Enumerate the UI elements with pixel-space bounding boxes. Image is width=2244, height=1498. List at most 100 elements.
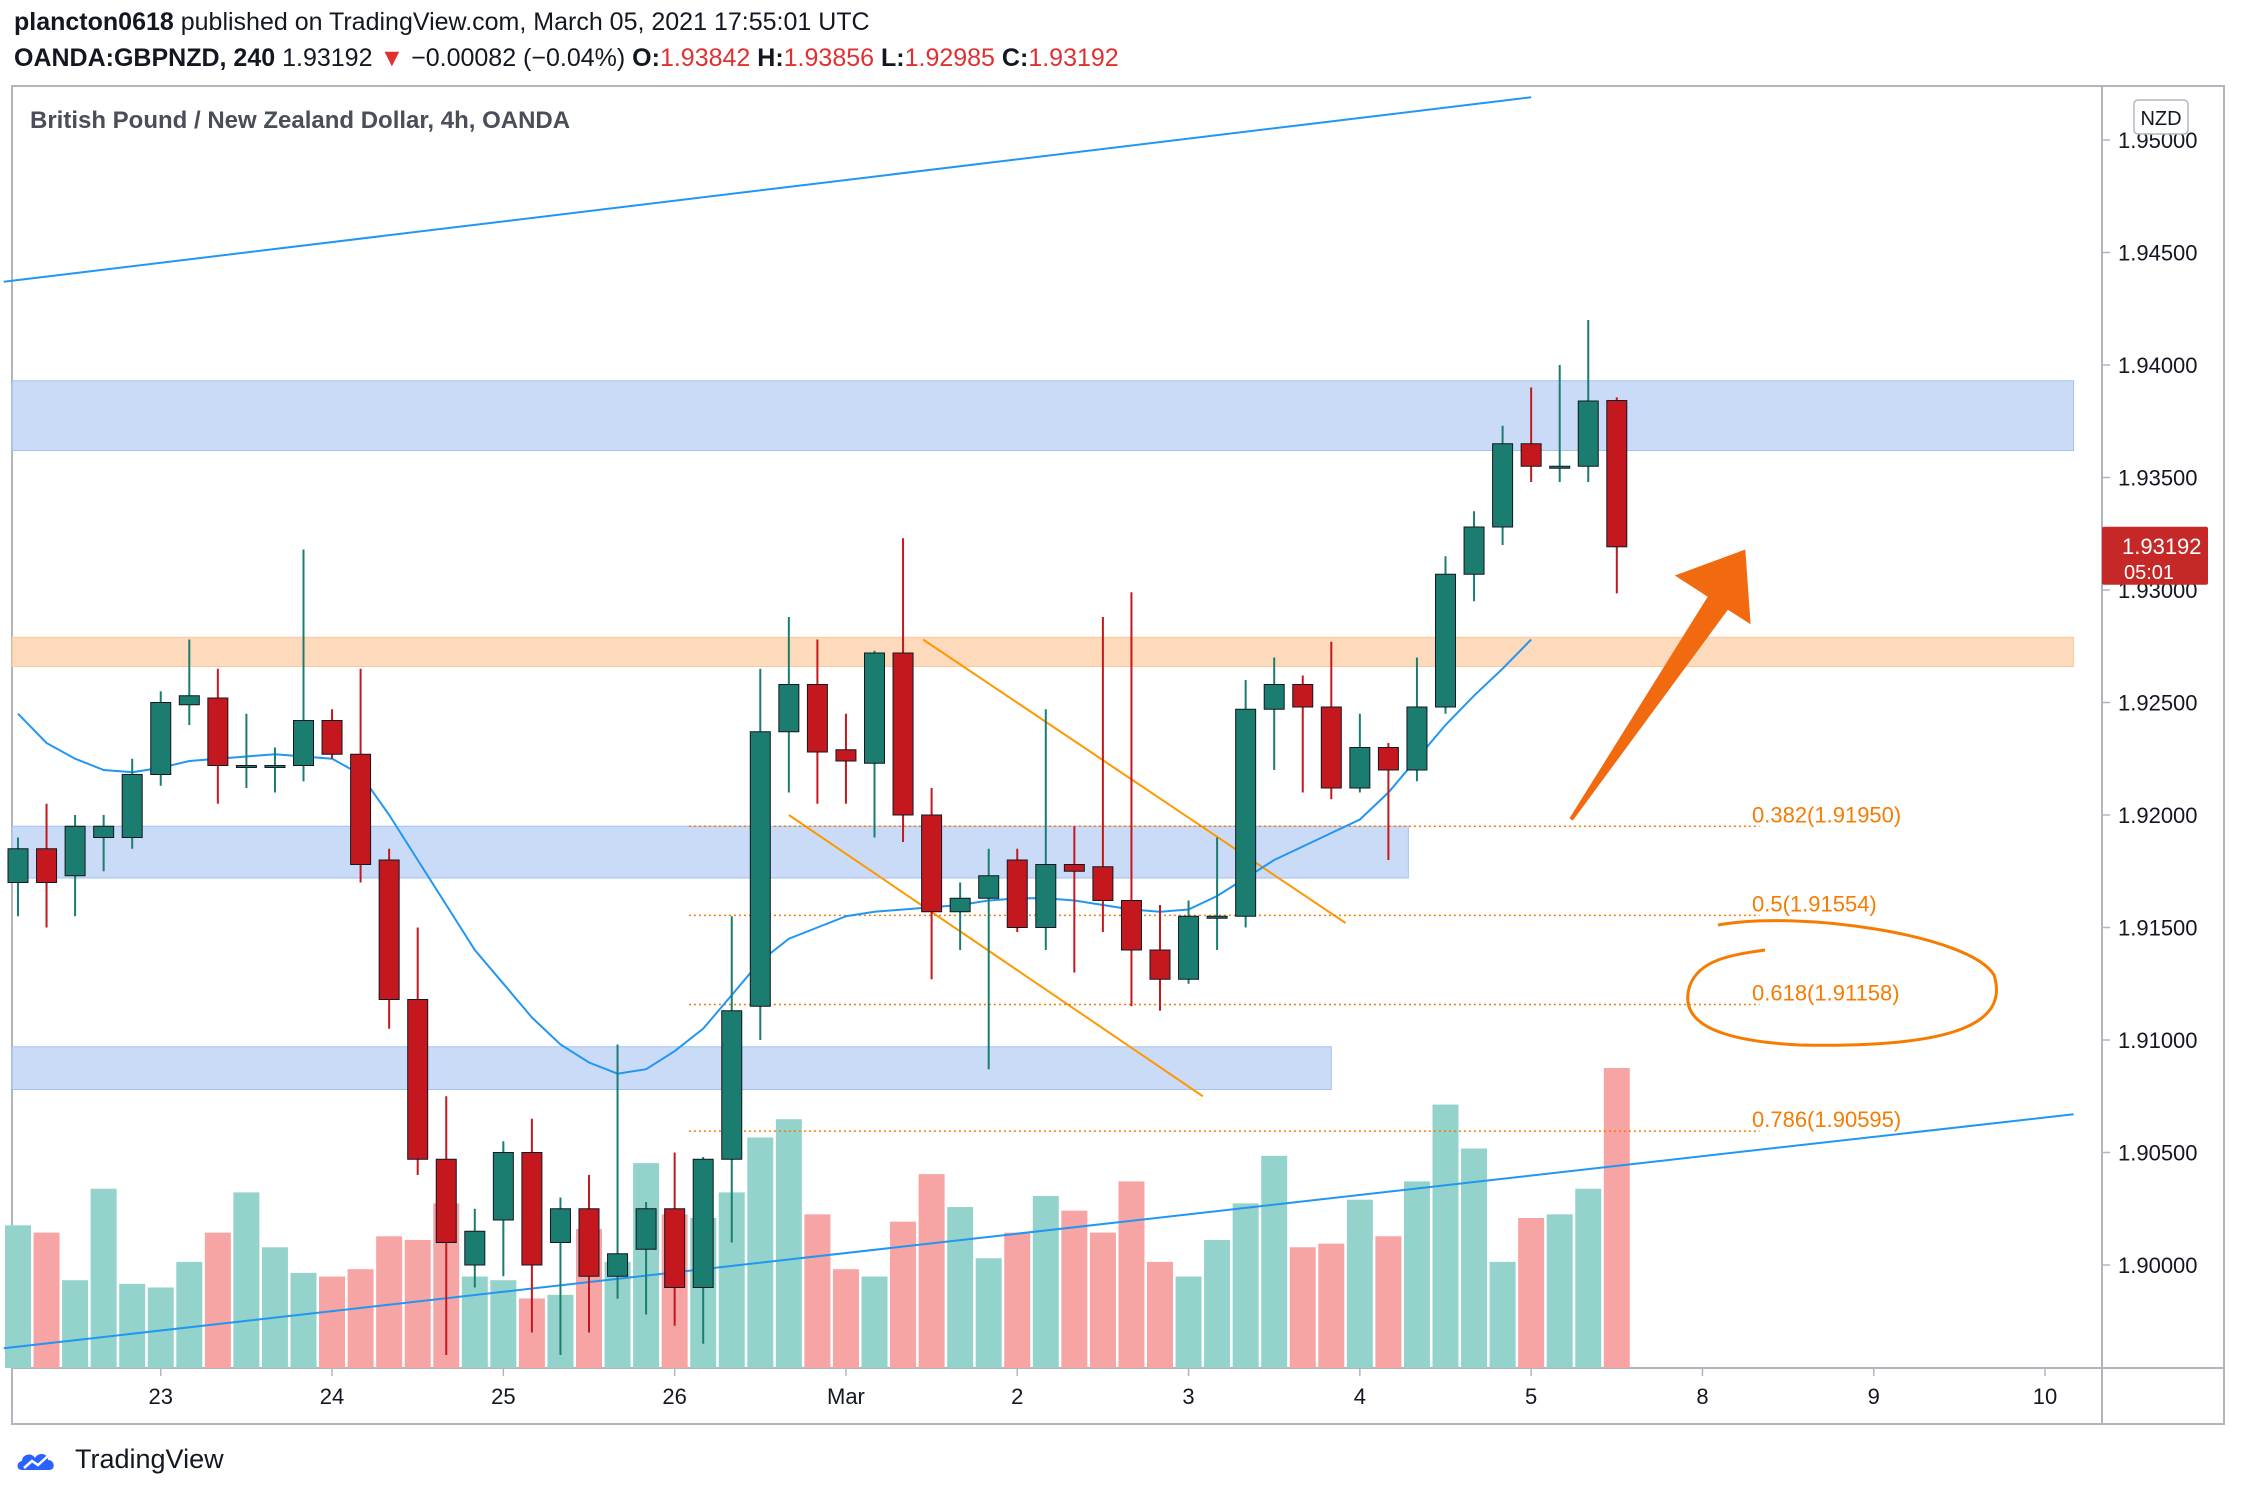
candle-body xyxy=(1178,915,1200,980)
candle xyxy=(264,747,286,793)
candle-body xyxy=(692,1158,714,1288)
volume-bar xyxy=(804,1214,831,1368)
volume-bar xyxy=(1147,1261,1173,1368)
time-tick-label: 2 xyxy=(1011,1384,1023,1409)
candle xyxy=(949,882,971,950)
candle-body xyxy=(1006,859,1028,928)
price-tick-label: 1.94000 xyxy=(2118,353,2198,378)
candle xyxy=(1463,511,1485,602)
tradingview-logo-icon xyxy=(17,1453,54,1470)
volume-bar xyxy=(1204,1239,1231,1368)
candle xyxy=(207,668,229,804)
volume-bar xyxy=(1089,1232,1116,1368)
time-axis[interactable]: 23 24 25 26 Mar 2 3 4 5 8 9 10 xyxy=(149,1368,2058,1409)
price-tick-label: 1.93500 xyxy=(2118,466,2198,491)
volume-bar xyxy=(204,1232,231,1368)
close-value: 1.93192 xyxy=(1028,44,1119,72)
candle-body xyxy=(806,684,828,753)
volume-bar xyxy=(319,1276,346,1368)
candles-layer xyxy=(7,320,1628,1355)
candle-body xyxy=(178,695,200,706)
candle-body xyxy=(1577,400,1599,467)
candle xyxy=(378,848,400,1029)
price-tick-label: 1.90000 xyxy=(2118,1253,2198,1278)
volume-bar xyxy=(1232,1203,1259,1368)
time-tick-label: 24 xyxy=(320,1384,344,1409)
volume-bar xyxy=(1403,1181,1430,1368)
candle-body xyxy=(93,825,115,838)
candle xyxy=(1406,657,1428,782)
time-tick-label: 26 xyxy=(662,1384,686,1409)
currency-label: NZD xyxy=(2140,108,2181,130)
candle-body xyxy=(921,814,943,913)
candle-body xyxy=(578,1208,600,1277)
volume-bar xyxy=(747,1137,774,1368)
volume-bar xyxy=(1603,1068,1630,1368)
symbol-label: OANDA:GBPNZD, 240 xyxy=(14,44,276,72)
volume-bar xyxy=(1432,1104,1459,1368)
volume-bar xyxy=(832,1269,859,1368)
low-value: 1.92985 xyxy=(904,44,995,72)
last-price-value: 1.93192 xyxy=(2122,534,2202,559)
candle xyxy=(521,1118,543,1333)
volume-bar xyxy=(176,1261,203,1368)
candle-body xyxy=(1235,708,1257,917)
volume-bar xyxy=(1575,1188,1602,1368)
high-value: 1.93856 xyxy=(783,44,875,72)
candle xyxy=(464,1208,486,1288)
zone-blue-2 xyxy=(11,825,1409,879)
candle xyxy=(1492,425,1514,545)
candle-body xyxy=(121,774,143,838)
publish-info: plancton0618 published on TradingView.co… xyxy=(14,8,870,37)
candle xyxy=(549,1197,571,1355)
volume-bar xyxy=(376,1236,403,1368)
candle xyxy=(1178,900,1200,984)
time-tick-label: 9 xyxy=(1868,1384,1880,1409)
candle xyxy=(892,538,914,842)
candle-body xyxy=(1606,400,1628,548)
candle xyxy=(7,837,29,917)
candle-body xyxy=(321,720,343,755)
candle-body xyxy=(549,1208,571,1243)
volume-bar xyxy=(1375,1236,1402,1368)
candle-body xyxy=(1549,465,1571,469)
candle xyxy=(692,1157,714,1344)
candle xyxy=(635,1202,657,1315)
trendline-lower-channel xyxy=(3,1113,2074,1350)
annotation-layer xyxy=(1569,549,1998,1047)
candle xyxy=(1263,657,1285,770)
price-change: −0.00082 (−0.04%) xyxy=(411,44,626,72)
candle xyxy=(664,1152,686,1326)
time-tick-label: Mar xyxy=(827,1384,865,1409)
candle-body xyxy=(1349,747,1371,789)
candle xyxy=(1120,592,1142,1007)
candle xyxy=(1377,743,1399,860)
up-arrow-icon xyxy=(1569,549,1751,821)
last-price-badge xyxy=(2102,526,2208,585)
fib-level-label: 0.786(1.90595) xyxy=(1752,1107,1901,1132)
candle-body xyxy=(207,697,229,766)
candle-body xyxy=(7,848,29,883)
candle-body xyxy=(1206,915,1228,919)
price-tick-label: 1.90500 xyxy=(2118,1141,2198,1166)
candle-body xyxy=(1520,443,1542,467)
ohlc-bar: OANDA:GBPNZD, 240 1.93192 ▼ −0.00082 (−0… xyxy=(14,44,1119,73)
candle xyxy=(1149,905,1171,1011)
trendline-upper-channel xyxy=(3,96,1532,283)
candle-body xyxy=(892,652,914,816)
time-tick-label: 5 xyxy=(1525,1384,1537,1409)
footer-brand[interactable]: TradingView xyxy=(14,1444,224,1476)
candle-body xyxy=(36,848,58,883)
fib-level-label: 0.5(1.91554) xyxy=(1752,891,1877,916)
ma-layer xyxy=(17,638,1532,1075)
candle-body xyxy=(1035,864,1057,928)
candle-body xyxy=(1063,864,1085,872)
volume-bar xyxy=(918,1174,945,1368)
currency-badge[interactable] xyxy=(2133,99,2189,135)
candle xyxy=(1292,675,1314,793)
candle xyxy=(293,549,314,782)
price-axis[interactable]: 1.950001.945001.940001.935001.930001.925… xyxy=(2102,128,2208,1278)
author-name[interactable]: plancton0618 xyxy=(14,8,174,36)
candle xyxy=(93,815,115,872)
